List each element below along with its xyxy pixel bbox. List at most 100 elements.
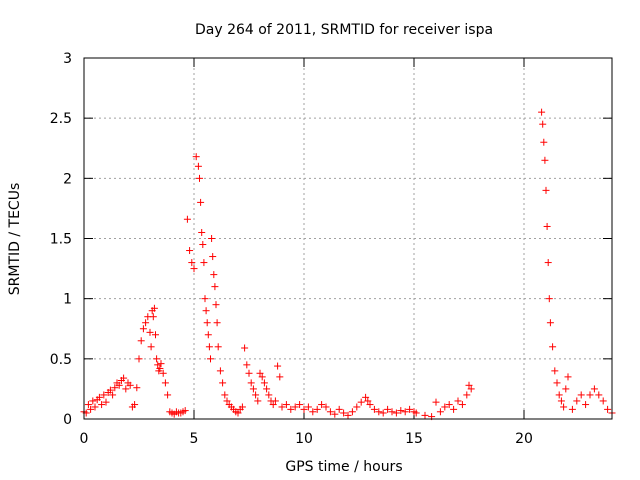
data-point xyxy=(287,405,295,413)
data-point xyxy=(196,174,203,182)
data-point xyxy=(364,397,372,405)
data-point xyxy=(392,409,400,417)
y-tick-label: 1.5 xyxy=(50,232,72,248)
data-point xyxy=(111,384,119,392)
y-tick-label: 0 xyxy=(63,412,72,428)
data-point xyxy=(157,360,165,368)
data-point xyxy=(161,379,169,387)
data-point xyxy=(152,331,159,339)
data-point xyxy=(560,403,568,411)
y-tick-label: 2.5 xyxy=(50,111,72,127)
data-point xyxy=(147,343,155,351)
data-point xyxy=(247,379,255,387)
data-point xyxy=(331,410,339,418)
data-point xyxy=(542,186,550,194)
data-point xyxy=(186,247,194,255)
data-point xyxy=(102,398,110,406)
data-point xyxy=(590,385,598,393)
data-point xyxy=(557,397,565,405)
data-point xyxy=(463,391,471,399)
data-point xyxy=(276,373,284,381)
data-point xyxy=(370,405,378,413)
data-point xyxy=(348,408,356,416)
data-point xyxy=(122,385,130,393)
data-point xyxy=(194,162,202,170)
data-point xyxy=(241,344,249,352)
data-point xyxy=(213,319,221,327)
data-point xyxy=(274,362,282,370)
data-point xyxy=(340,409,348,417)
data-point xyxy=(549,343,557,351)
tick-labels: 0 0.5 1 1.5 2 2.5 3 0 5 10 15 20 xyxy=(50,51,533,447)
data-point xyxy=(154,361,162,369)
data-point xyxy=(95,393,103,401)
data-point xyxy=(450,405,458,413)
data-point xyxy=(223,397,231,405)
data-point xyxy=(183,215,191,223)
data-point xyxy=(120,374,128,382)
chart-title: Day 264 of 2011, SRMTID for receiver isp… xyxy=(195,22,493,38)
data-point xyxy=(599,397,607,405)
data-point xyxy=(200,259,208,267)
data-point xyxy=(397,407,405,415)
data-point xyxy=(214,343,222,351)
data-point xyxy=(207,355,214,363)
data-point xyxy=(539,120,547,128)
data-point xyxy=(432,398,440,406)
x-tick-label: 0 xyxy=(80,431,89,447)
x-tick-label: 5 xyxy=(190,431,199,447)
data-point xyxy=(379,409,387,417)
data-point xyxy=(91,403,99,411)
data-point xyxy=(150,304,158,312)
data-points xyxy=(80,108,616,421)
data-point xyxy=(458,401,466,409)
data-point xyxy=(406,405,414,413)
data-point xyxy=(573,397,581,405)
data-point xyxy=(159,369,167,377)
data-point xyxy=(243,361,251,369)
data-point xyxy=(203,319,211,327)
data-point xyxy=(204,331,212,339)
data-point xyxy=(205,343,213,351)
data-point xyxy=(221,391,229,399)
data-point xyxy=(445,401,453,409)
data-point xyxy=(211,283,219,291)
data-point xyxy=(126,381,134,389)
data-point xyxy=(212,301,220,309)
data-point xyxy=(562,385,570,393)
data-point xyxy=(190,265,198,273)
y-tick-label: 3 xyxy=(63,51,72,67)
data-point xyxy=(202,307,210,315)
data-point xyxy=(436,408,444,416)
data-point xyxy=(544,259,552,267)
data-point xyxy=(238,403,246,411)
data-point xyxy=(131,401,139,409)
y-tick-label: 2 xyxy=(63,171,72,187)
data-point xyxy=(98,401,106,409)
data-point xyxy=(258,373,266,381)
data-point xyxy=(181,407,189,415)
data-point xyxy=(362,393,370,401)
data-point xyxy=(564,373,572,381)
x-tick-label: 10 xyxy=(295,431,313,447)
data-point xyxy=(582,401,590,409)
data-point xyxy=(263,385,271,393)
data-point xyxy=(137,337,145,345)
data-point xyxy=(265,391,273,399)
data-point xyxy=(604,405,612,413)
data-point xyxy=(538,108,546,116)
data-point xyxy=(216,367,224,375)
data-point xyxy=(441,403,449,411)
data-point xyxy=(135,355,143,363)
data-point xyxy=(139,325,147,333)
data-point xyxy=(254,397,262,405)
data-point xyxy=(375,408,383,416)
data-point xyxy=(156,364,164,372)
y-tick-label: 0.5 xyxy=(50,352,72,368)
data-point xyxy=(153,355,161,363)
data-point xyxy=(192,153,200,161)
data-point xyxy=(271,397,279,405)
data-point xyxy=(84,401,92,409)
data-point xyxy=(188,259,196,267)
